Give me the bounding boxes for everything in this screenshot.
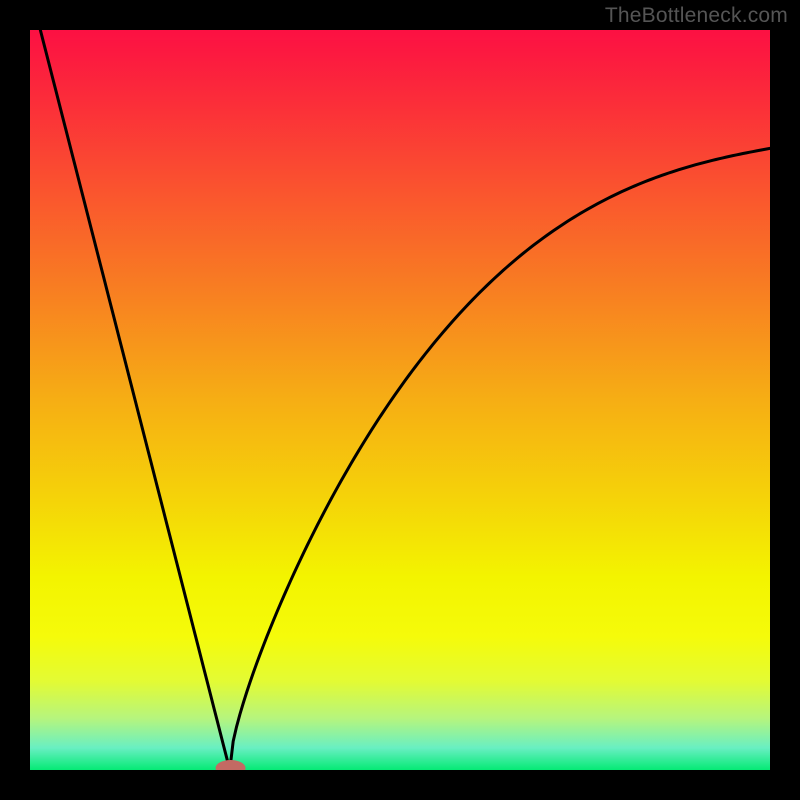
gradient-background — [30, 30, 770, 770]
watermark-text: TheBottleneck.com — [605, 4, 788, 28]
plot-area — [30, 30, 770, 776]
bottleneck-chart: TheBottleneck.com — [0, 0, 800, 800]
chart-svg — [0, 0, 800, 800]
